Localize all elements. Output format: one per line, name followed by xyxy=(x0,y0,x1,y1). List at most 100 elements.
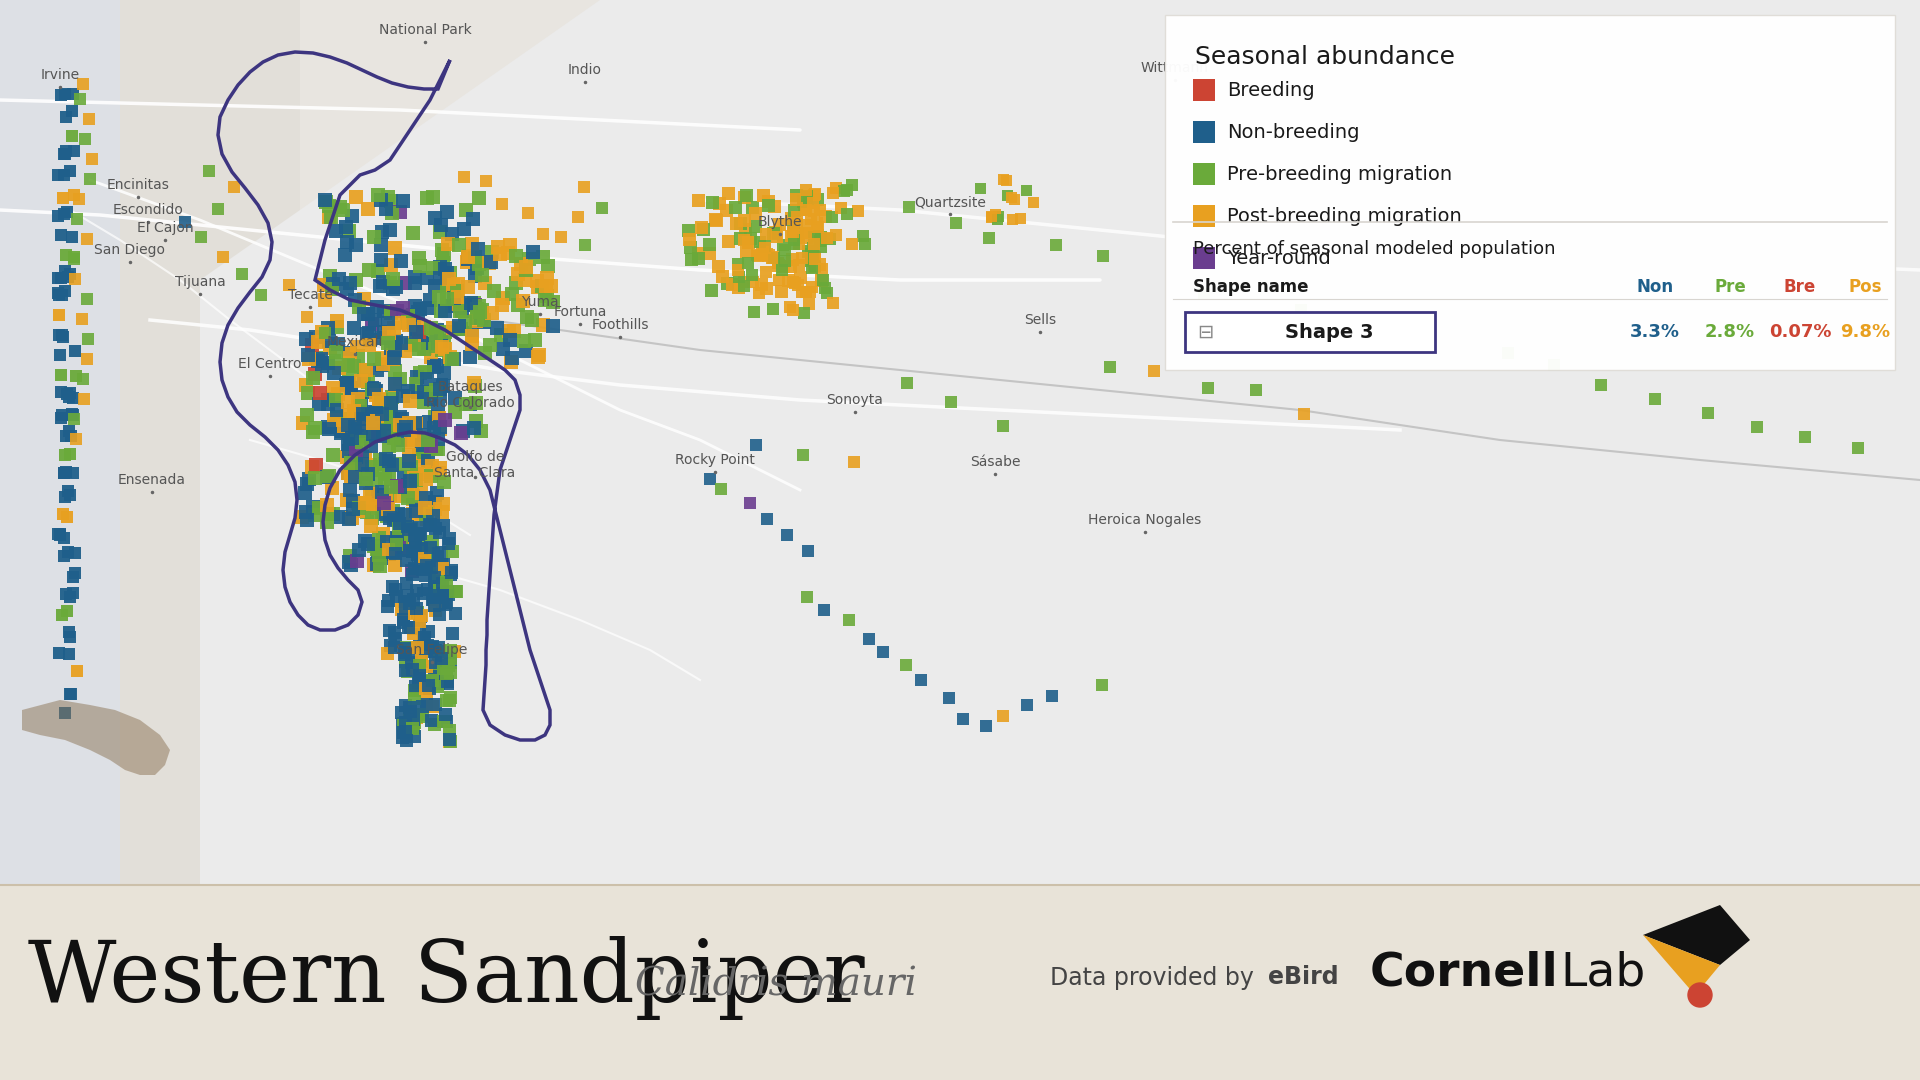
Bar xyxy=(407,318,420,332)
Bar xyxy=(445,299,459,313)
Bar xyxy=(415,610,426,623)
Bar xyxy=(386,351,401,365)
Bar xyxy=(428,670,442,683)
Bar xyxy=(61,485,75,497)
Bar xyxy=(993,214,1002,225)
Bar xyxy=(801,231,812,244)
Bar xyxy=(390,421,405,435)
Bar xyxy=(691,252,705,265)
Bar xyxy=(793,259,806,271)
Bar xyxy=(330,337,346,351)
Bar xyxy=(351,543,367,557)
Bar xyxy=(465,326,478,340)
Bar xyxy=(407,692,420,705)
Bar xyxy=(776,285,787,298)
Bar xyxy=(428,212,442,226)
Bar xyxy=(440,694,453,707)
Bar xyxy=(67,145,81,157)
Bar xyxy=(436,497,451,511)
Bar xyxy=(321,393,334,407)
Bar xyxy=(300,513,313,527)
Bar xyxy=(436,504,449,518)
Bar xyxy=(69,370,83,382)
Bar xyxy=(511,298,524,312)
Bar xyxy=(1701,407,1715,419)
Bar xyxy=(422,683,436,696)
Bar xyxy=(415,436,428,450)
Bar xyxy=(357,308,371,322)
Bar xyxy=(712,260,726,273)
Bar xyxy=(382,488,397,502)
Bar xyxy=(797,195,810,208)
Bar xyxy=(61,388,73,400)
Bar xyxy=(353,429,369,443)
Bar xyxy=(419,642,432,654)
Bar xyxy=(355,363,371,377)
Bar xyxy=(204,165,215,177)
Bar xyxy=(344,550,357,564)
Bar xyxy=(388,377,401,391)
Bar xyxy=(444,734,457,747)
Bar xyxy=(1596,379,1607,391)
Bar xyxy=(785,253,799,266)
Bar xyxy=(453,322,467,336)
Bar xyxy=(324,210,338,224)
Bar xyxy=(419,555,432,569)
Bar xyxy=(309,458,323,472)
Bar xyxy=(409,337,422,351)
Bar xyxy=(61,546,75,558)
Bar xyxy=(419,552,430,565)
Bar xyxy=(430,443,444,457)
Bar xyxy=(789,189,803,202)
Bar xyxy=(428,571,442,584)
Bar xyxy=(434,461,447,475)
Bar xyxy=(359,535,372,549)
Bar xyxy=(697,224,710,237)
Bar xyxy=(401,589,415,602)
Bar xyxy=(369,472,382,486)
Bar xyxy=(374,505,388,519)
Bar xyxy=(342,467,355,480)
Bar xyxy=(445,566,459,579)
Bar xyxy=(58,330,69,343)
Bar xyxy=(824,232,835,245)
Bar xyxy=(426,561,438,573)
Bar xyxy=(321,397,334,411)
Bar xyxy=(803,298,816,310)
Bar xyxy=(307,367,323,381)
Text: Sonoyta: Sonoyta xyxy=(828,393,883,407)
Bar xyxy=(386,348,399,362)
Bar xyxy=(776,264,787,275)
Bar xyxy=(376,507,392,521)
Bar xyxy=(365,318,378,332)
Bar xyxy=(409,377,422,391)
Bar xyxy=(369,313,382,327)
Bar xyxy=(413,301,426,315)
Bar xyxy=(355,411,369,426)
Bar xyxy=(1002,190,1012,201)
Bar xyxy=(65,430,77,442)
Bar xyxy=(409,504,422,518)
Bar xyxy=(67,588,79,599)
Bar xyxy=(344,558,359,572)
Bar xyxy=(323,199,336,213)
Bar xyxy=(403,597,417,610)
Bar xyxy=(342,436,355,450)
Bar xyxy=(378,472,392,486)
Bar xyxy=(505,351,518,365)
Bar xyxy=(60,707,71,719)
Bar xyxy=(386,272,399,286)
Bar xyxy=(428,645,442,658)
Bar xyxy=(426,593,440,606)
Bar xyxy=(405,705,417,718)
Bar xyxy=(346,431,359,445)
Bar xyxy=(355,394,369,408)
Bar xyxy=(743,232,756,245)
Bar xyxy=(330,409,344,423)
Bar xyxy=(722,187,735,201)
Bar xyxy=(420,559,436,573)
Bar xyxy=(58,532,69,544)
Bar xyxy=(739,280,751,292)
Bar xyxy=(374,407,390,421)
Bar xyxy=(420,559,432,572)
